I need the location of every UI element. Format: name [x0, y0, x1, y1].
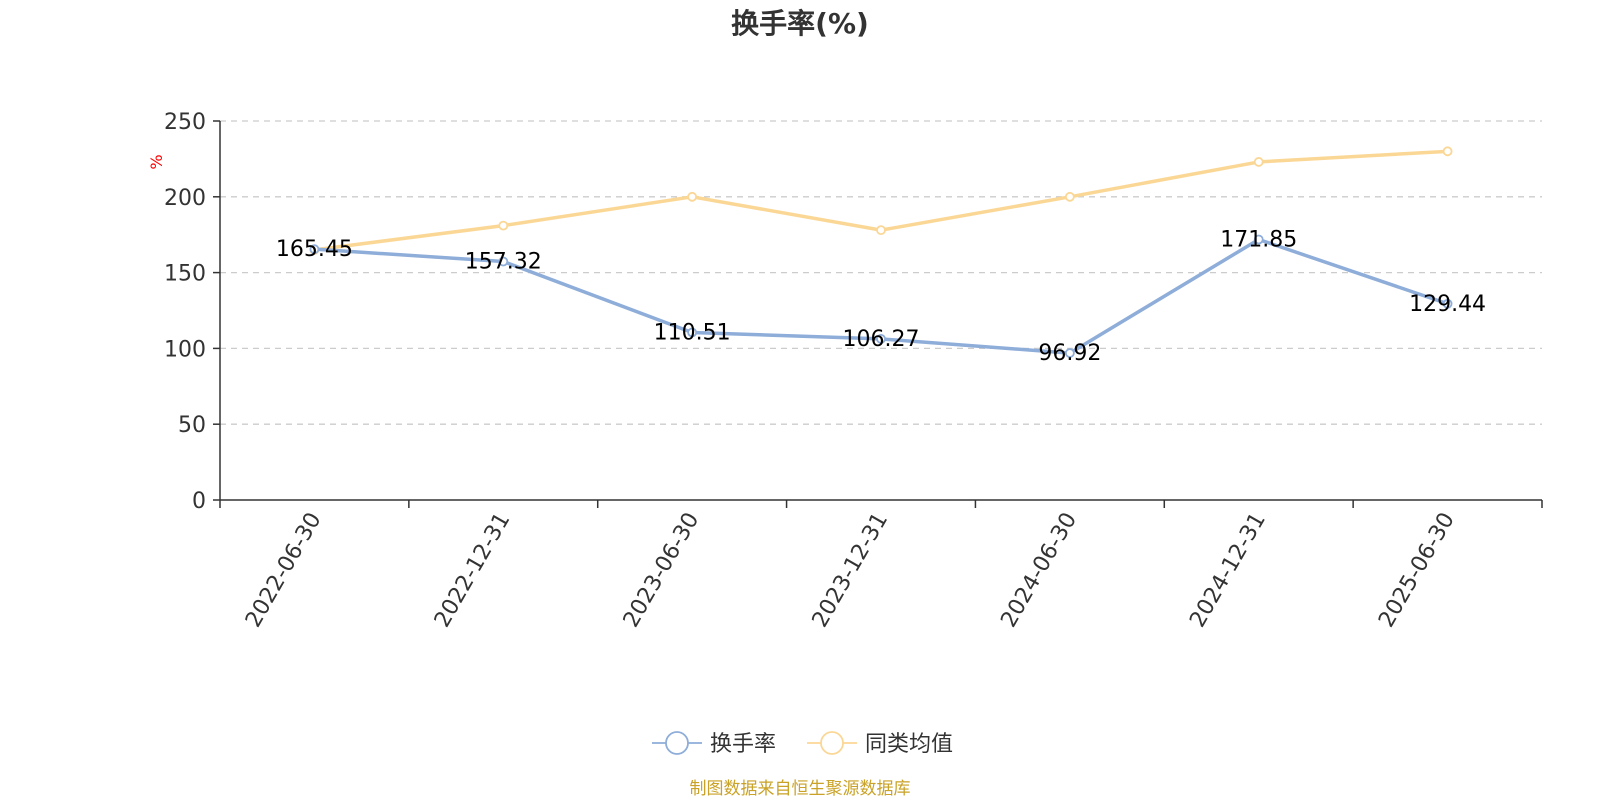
data-point — [876, 225, 886, 236]
y-axis-unit: % — [147, 154, 166, 169]
data-point — [1253, 157, 1264, 167]
chart-title: 换手率(%) — [731, 7, 869, 40]
data-label: 157.32 — [465, 250, 542, 275]
data-point — [1442, 146, 1453, 157]
y-tick-label: 50 — [178, 413, 206, 438]
data-point — [687, 327, 698, 338]
data-label: 165.45 — [276, 237, 353, 262]
y-tick-label: 100 — [164, 337, 206, 362]
data-point — [1253, 234, 1264, 245]
x-tick-label: 2022-12-31 — [430, 509, 516, 632]
data-labels: 165.45 157.32 110.51 106.27 96.92 171.85 129.4… — [276, 227, 1486, 366]
x-tick-label: 2023-06-30 — [619, 509, 705, 632]
data-point — [1064, 348, 1075, 358]
y-tick-label: 150 — [164, 262, 206, 287]
x-tick-label: 2024-12-31 — [1185, 509, 1271, 632]
data-point — [498, 256, 509, 267]
data-label: 110.51 — [654, 320, 731, 345]
y-tick-label: 0 — [192, 489, 206, 514]
legend-item-peer-average[interactable]: 同类均值 — [807, 731, 953, 757]
data-label: 96.92 — [1038, 341, 1101, 366]
legend: 换手率 同类均值 — [652, 731, 953, 757]
data-label: 129.44 — [1409, 292, 1486, 317]
data-point — [876, 333, 886, 344]
x-tick-label: 2024-06-30 — [996, 509, 1082, 632]
legend-item-turnover[interactable]: 换手率 — [652, 731, 776, 757]
data-point — [498, 220, 509, 231]
x-tick-label: 2023-12-31 — [808, 509, 894, 632]
data-point — [309, 244, 320, 255]
y-tick-label: 200 — [164, 186, 206, 211]
y-tick-label: 250 — [164, 110, 206, 135]
legend-marker-icon — [665, 731, 689, 755]
x-tick-label: 2022-06-30 — [241, 509, 327, 632]
data-point — [1064, 191, 1075, 202]
data-point — [1442, 298, 1453, 309]
series-lines — [309, 146, 1453, 358]
legend-marker-icon — [820, 731, 844, 755]
data-label: 171.85 — [1220, 227, 1297, 252]
grid-lines — [220, 120, 1542, 425]
legend-label: 换手率 — [710, 732, 776, 757]
source-note: 制图数据来自恒生聚源数据库 — [690, 779, 911, 799]
axes: 0 50 100 150 200 250 2022-06-30 2022-12-31 2023-… — [164, 110, 1543, 632]
data-label: 106.27 — [843, 327, 920, 352]
data-point — [687, 191, 698, 202]
x-tick-label: 2025-06-30 — [1374, 509, 1460, 632]
legend-label: 同类均值 — [865, 732, 953, 757]
